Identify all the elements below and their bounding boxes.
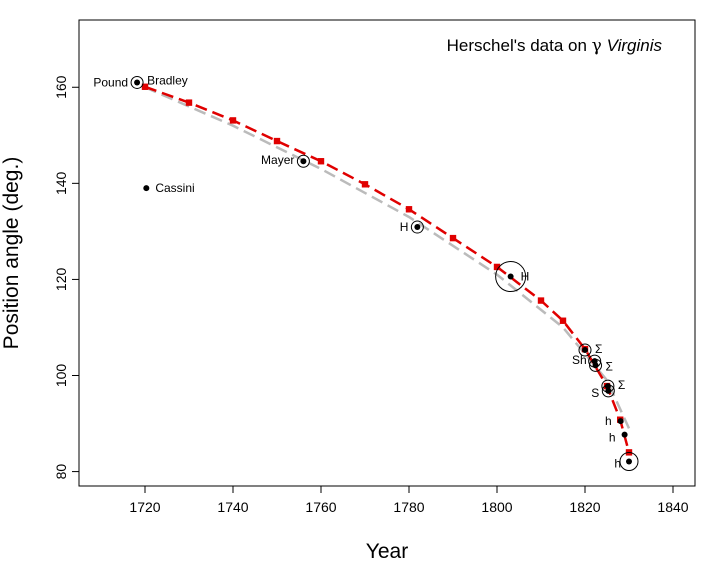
axis-ticks: 1720 1740 1760 1780 1800 1820 1840 80 100 120 140 1… [53,75,689,515]
observation-label: Mayer [261,153,294,167]
fit-point-marker [449,234,457,242]
x-tick-label: 1780 [393,499,424,515]
observation-label-bradley: Bradley [147,73,188,87]
observation-circle [410,220,424,234]
series-layer [141,83,633,456]
x-tick-label: 1800 [481,499,512,515]
observation-circle [130,75,144,89]
observation-circle [601,384,615,398]
observation-label: h [605,414,612,428]
y-tick-label: 140 [53,171,69,195]
observation-label: S [591,386,599,400]
fit-point-marker [185,99,193,106]
observation-label: Σ [618,378,625,392]
observation-label: Cassini [155,181,194,195]
x-tick-label: 1720 [129,499,160,515]
fit-point-marker [141,83,149,90]
fit-curve-red [144,85,631,453]
fit-curve-gray [144,86,631,429]
fit-point-marker [493,263,501,271]
x-tick-label: 1740 [217,499,248,515]
observation-label: Pound [93,75,128,89]
x-tick-label: 1760 [305,499,336,515]
observation-label: Σ [606,359,613,373]
observation-circle [578,343,592,357]
observation-label: Σ [595,342,602,356]
observation-circle [495,261,527,293]
observation-label: h [609,431,616,445]
x-tick-label: 1820 [569,499,600,515]
y-tick-label: 100 [53,364,69,388]
observation-label: Sh [572,353,587,367]
observation-label: H [400,220,409,234]
fit-point-marker [559,317,567,324]
fit-point-marker [405,206,413,213]
y-tick-label: 160 [53,75,69,99]
observation-point [617,418,624,425]
fit-point-marker [361,181,369,188]
observation-point [507,273,514,280]
fit-point-marker [537,297,545,304]
observation-circle [296,154,310,168]
plot-frame [78,19,696,487]
observation-point [605,387,612,394]
observation-point [414,224,421,231]
x-tick-label: 1840 [657,499,688,515]
fit-point-marker [229,117,237,124]
fit-point-marker [273,137,281,145]
observation-point [626,458,632,465]
observation-point [300,158,307,165]
observation-circle [589,358,603,372]
y-tick-label: 80 [53,464,69,480]
observation-point [134,79,141,86]
chart-title: Herschel's data on γ Virginis [447,36,663,56]
y-axis-title: Position angle (deg.) [0,157,23,350]
observation-point [582,347,588,354]
observation-point [143,185,150,192]
y-tick-label: 120 [53,268,69,292]
fit-point-marker [317,158,325,165]
observation-circle [619,451,639,471]
observation-label: h [614,456,621,470]
x-axis-title: Year [366,540,408,563]
observation-label: H [521,270,530,284]
observation-point [621,431,628,438]
observation-point [592,362,599,369]
observations-layer [130,75,639,471]
